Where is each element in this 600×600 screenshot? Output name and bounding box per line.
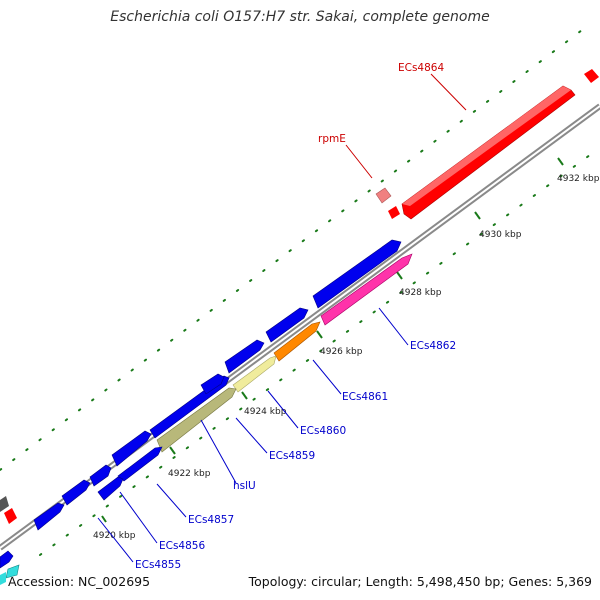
reverse-strand-genes[interactable] [0,239,413,585]
gene-ECs4857[interactable] [117,446,163,482]
outer-guide-track [0,23,591,471]
tick-mark-4930 [474,211,481,220]
tick-mark-4920 [101,515,107,523]
tick-marks [101,157,564,523]
label-hslU: hslU [233,480,256,492]
gene-blue-upper-3[interactable] [224,339,265,374]
gene-teal-edge-2[interactable] [0,572,6,585]
label-ECs4859: ECs4859 [269,450,315,462]
gene-rpmE[interactable] [375,187,392,204]
label-ECs4861: ECs4861 [342,391,388,403]
leader-ECs4856 [119,491,158,544]
label-rpmE: rpmE [318,133,346,145]
forward-strand-genes[interactable] [0,69,599,524]
gene-blue-upper-2[interactable] [265,307,309,343]
label-ECs4856: ECs4856 [159,540,205,552]
gene-blue-lower-1[interactable] [111,430,152,467]
gene-ECs4864[interactable] [401,85,576,220]
label-ECs4857: ECs4857 [188,514,234,526]
leader-hslU [200,419,237,484]
gene-ECs4860[interactable] [232,355,277,393]
tick-mark-4928 [396,271,403,280]
gene-blue-upper-1[interactable] [312,239,402,309]
gene-ECs4855[interactable] [33,502,65,531]
tick-label-4926: 4926 kbp [320,347,363,357]
tick-label-4930: 4930 kbp [479,230,522,240]
gene-hslU[interactable] [156,387,237,453]
tick-labels: 4920 kbp 4922 kbp 4924 kbp 4926 kbp 4928… [93,174,600,541]
label-ECs4860: ECs4860 [300,425,346,437]
leader-ECs4855 [97,517,134,563]
label-ECs4864: ECs4864 [398,62,444,74]
genome-summary-text: Topology: circular; Length: 5,498,450 bp… [248,574,592,589]
gene-teal-edge[interactable] [5,564,20,579]
tick-label-4924: 4924 kbp [244,407,287,417]
tick-label-4922: 4922 kbp [168,469,211,479]
gene-edge-red-arrow[interactable] [584,69,599,83]
label-ECs4862: ECs4862 [410,340,456,352]
gene-left-edge-gray [0,496,9,512]
label-ECs4855: ECs4855 [135,559,181,571]
gene-blue-lower-3[interactable] [61,479,91,506]
map-title: Escherichia coli O157:H7 str. Sakai, com… [110,9,490,25]
gene-ECs4864-top-face [402,86,571,206]
gene-blue-lower-2[interactable] [89,464,112,487]
tick-mark-4926 [316,330,323,339]
tick-mark-4924 [241,391,248,400]
gene-small-red-arrow[interactable] [388,206,400,219]
tick-mark-4932 [557,157,564,166]
gene-ECs4856[interactable] [97,476,124,501]
dotted-guide-tracks [0,23,591,556]
accession-text: Accession: NC_002695 [8,574,151,589]
label-leader-lines [97,73,467,563]
tick-label-4920: 4920 kbp [93,531,136,541]
gene-ECs4861[interactable] [273,321,321,362]
leader-ECs4862 [378,307,409,346]
tick-mark-4922 [169,446,176,455]
leader-ECs4861 [312,359,342,395]
gene-left-edge-red[interactable] [4,508,17,524]
tick-label-4932: 4932 kbp [557,174,600,184]
tick-label-4928: 4928 kbp [399,288,442,298]
leader-ECs4860 [267,390,299,429]
genome-backbone [0,103,600,551]
gene-blue-upper-4[interactable] [200,373,225,395]
leader-ECs4857 [156,483,187,518]
leader-ECs4859 [235,417,268,454]
gene-ECs4862[interactable] [320,253,413,326]
leader-rpmE [345,144,373,179]
gene-labels: ECs4864 rpmE ECs4862 ECs4861 ECs4860 ECs… [135,62,456,571]
leader-ECs4864 [430,73,467,111]
gene-blue-edge[interactable] [0,550,14,569]
